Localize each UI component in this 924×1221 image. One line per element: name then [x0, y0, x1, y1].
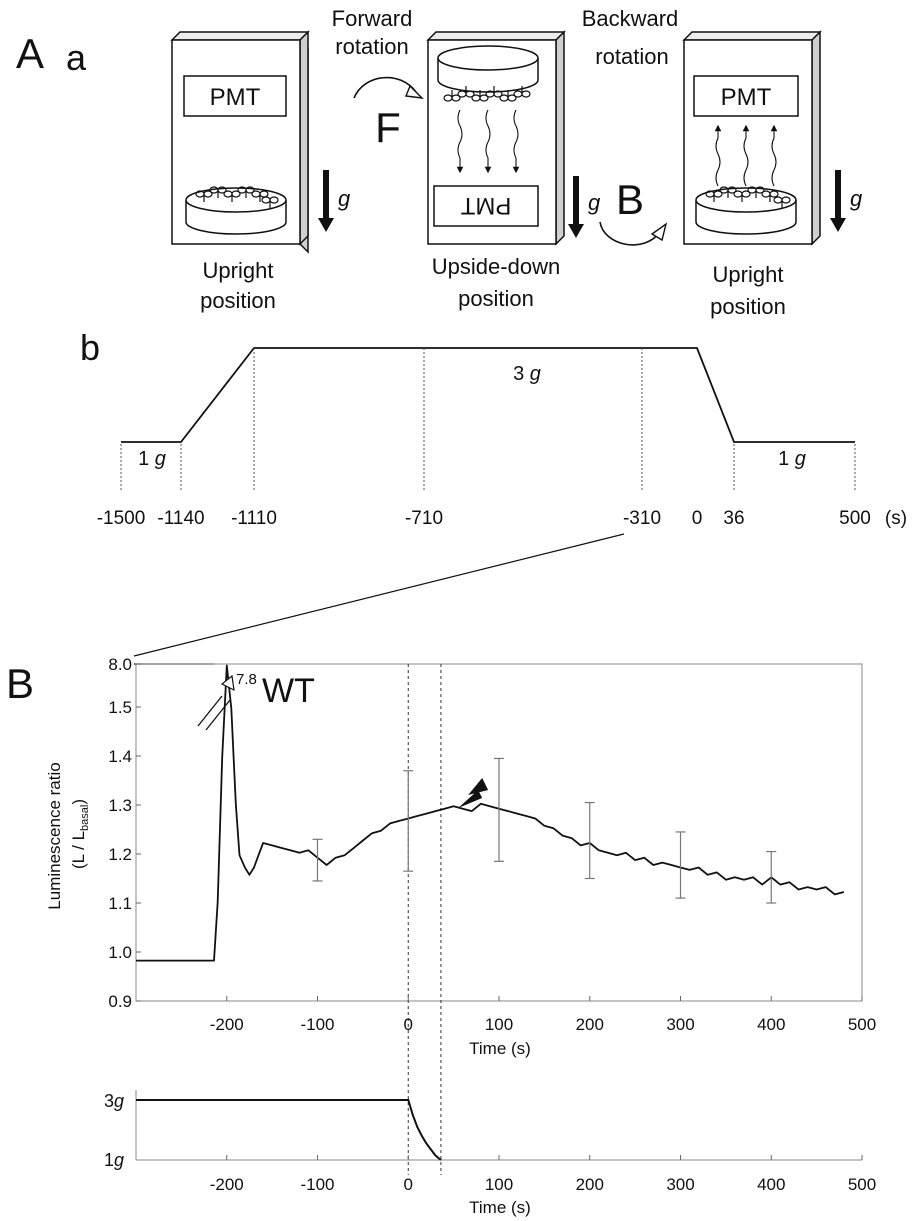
svg-text:g: g — [588, 190, 601, 215]
protocol-tick-label: 36 — [723, 508, 744, 529]
y-tick-label: 1.4 — [108, 747, 132, 766]
x-tick-label: -200 — [210, 1015, 244, 1034]
x-tick-label: 400 — [757, 1015, 785, 1034]
box-upside-down: PMT — [426, 30, 566, 246]
panel-A-label: A — [16, 30, 44, 77]
position-label-1a: Upright — [203, 258, 274, 283]
pmt-label-inverted: PMT — [460, 192, 511, 219]
y-tick-label: 1.0 — [108, 943, 132, 962]
x-tick-label: 100 — [485, 1175, 513, 1194]
panel-B-label: B — [6, 660, 34, 707]
luminescence-up-arrows — [714, 124, 778, 187]
box-upright-1: PMT — [170, 30, 310, 254]
g-label-1: 1 g — [138, 448, 166, 470]
position-label-3b: position — [710, 294, 786, 319]
accel-ytick-1g: 1g — [104, 1150, 124, 1170]
pmt-box — [693, 75, 799, 117]
gravity-arrow-3: g — [830, 170, 863, 232]
arrowhead-icon — [468, 778, 489, 795]
x-tick-label: 500 — [848, 1175, 876, 1194]
protocol-tick-label: 0 — [692, 508, 703, 529]
x-tick-label: 200 — [576, 1015, 604, 1034]
genotype-label: WT — [262, 672, 315, 710]
y-tick-label: 8.0 — [108, 655, 132, 674]
x-tick-label: -200 — [210, 1175, 244, 1194]
protocol-tick-label: -710 — [405, 508, 443, 529]
axis-break-mark — [197, 695, 223, 727]
x-tick-label: 0 — [404, 1175, 413, 1194]
box-upright-2: PMT — [682, 30, 822, 246]
pmt-box — [183, 75, 287, 117]
backward-rotation-arrow-icon — [599, 221, 661, 246]
backward-rotation-label-2: rotation — [595, 44, 668, 69]
peak-marker-icon — [220, 674, 235, 692]
x-tick-label: 500 — [848, 1015, 876, 1034]
position-label-2a: Upside-down — [432, 254, 560, 279]
backward-rotation-label-1: Backward — [582, 6, 679, 31]
y-tick-label: 1.1 — [108, 894, 132, 913]
zoom-connector — [133, 533, 625, 657]
luminescence-down-arrows — [456, 109, 520, 174]
x-axis-label-lumi: Time (s) — [469, 1039, 531, 1058]
acceleration-trace — [136, 1099, 442, 1161]
forward-rotation-label-2: rotation — [335, 34, 408, 59]
x-tick-label: 300 — [666, 1015, 694, 1034]
protocol-unit: (s) — [885, 508, 907, 529]
x-tick-label: 400 — [757, 1175, 785, 1194]
x-tick-label: 100 — [485, 1015, 513, 1034]
x-tick-label: 0 — [404, 1015, 413, 1034]
x-tick-label: -100 — [300, 1175, 334, 1194]
gravity-arrow-2: g — [568, 176, 601, 238]
backward-letter: B — [616, 176, 644, 223]
y-axis-label-2: (L / Lbasal) — [69, 799, 91, 869]
axis-break-mark — [205, 699, 231, 731]
panel-a-sublabel: a — [66, 37, 87, 78]
y-tick-label: 1.5 — [108, 698, 132, 717]
y-tick-label: 1.2 — [108, 845, 132, 864]
acceleration-chart: -200 -100 0 100 200 300 400 500 — [135, 1090, 876, 1194]
x-tick-label: -100 — [300, 1015, 334, 1034]
g-label-3: 3 g — [513, 363, 541, 385]
protocol-line — [121, 347, 855, 443]
luminescence-trace — [136, 664, 845, 962]
protocol-chart: -1500 -1140 -1110 -710 -310 0 36 500 — [97, 347, 871, 529]
arrowhead-icon — [458, 790, 483, 808]
forward-rotation-label-1: Forward — [332, 6, 413, 31]
protocol-tick-label: -1110 — [231, 508, 277, 529]
y-axis-label-1: Luminescence ratio — [45, 762, 64, 909]
accel-ytick-3g: 3g — [104, 1091, 124, 1111]
g-label-1b: 1 g — [778, 448, 806, 470]
pmt-box-inverted — [433, 185, 539, 227]
position-label-2b: position — [458, 286, 534, 311]
position-label-1b: position — [200, 288, 276, 313]
panel-b-sublabel: b — [80, 327, 100, 368]
forward-letter: F — [375, 104, 401, 151]
protocol-tick-label: -310 — [623, 508, 661, 529]
peak-label: 7.8 — [236, 671, 257, 688]
x-tick-label: 300 — [666, 1175, 694, 1194]
luminescence-chart: 0.9 1.0 1.1 1.2 1.3 1.4 1.5 8.0 -200 -100 0 100 200 3… — [108, 655, 876, 1175]
gravity-arrow-1: g — [318, 170, 351, 232]
pmt-label: PMT — [210, 84, 261, 111]
y-tick-label: 0.9 — [108, 992, 132, 1011]
x-axis-label-accel: Time (s) — [469, 1198, 531, 1217]
position-label-3a: Upright — [713, 262, 784, 287]
svg-text:g: g — [850, 186, 863, 211]
pmt-label: PMT — [721, 84, 772, 111]
protocol-tick-label: 500 — [839, 508, 871, 529]
x-tick-label: 200 — [576, 1175, 604, 1194]
protocol-tick-label: -1500 — [97, 508, 146, 529]
protocol-tick-label: -1140 — [157, 508, 204, 529]
y-tick-label: 1.3 — [108, 796, 132, 815]
svg-text:g: g — [338, 186, 351, 211]
